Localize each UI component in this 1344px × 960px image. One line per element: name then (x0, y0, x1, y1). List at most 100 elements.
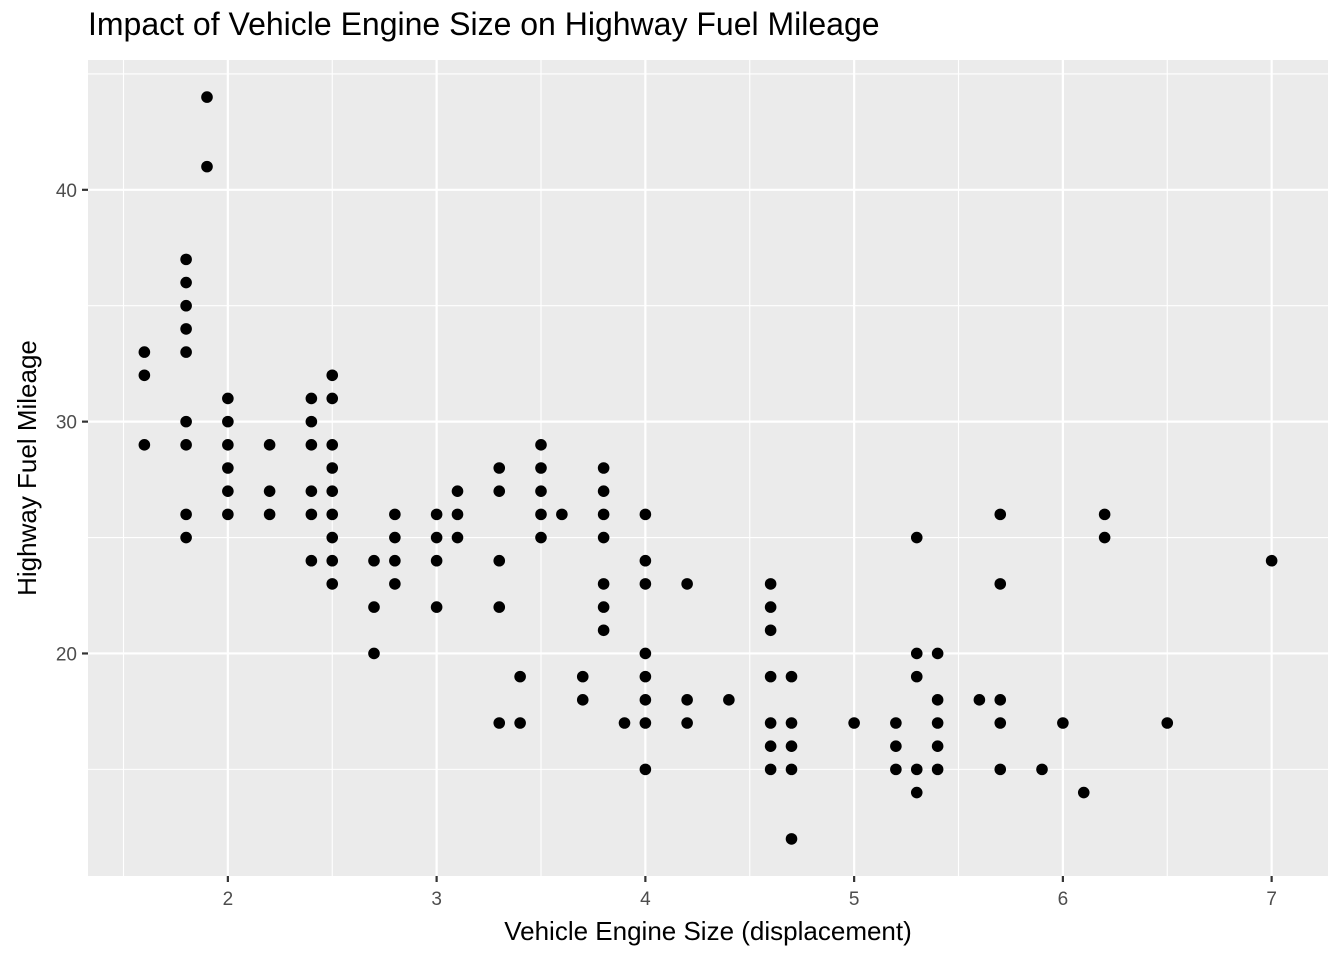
data-point (1161, 717, 1174, 729)
data-point (326, 369, 339, 382)
data-point (493, 717, 506, 729)
data-point (910, 670, 923, 683)
x-axis-label: Vehicle Engine Size (displacement) (504, 916, 912, 946)
data-point (681, 717, 693, 729)
data-point (764, 601, 777, 613)
data-point (931, 647, 944, 660)
data-point (973, 694, 986, 706)
data-point (222, 485, 234, 497)
data-point (326, 485, 339, 497)
data-point (305, 554, 318, 567)
data-point (180, 508, 192, 521)
data-point (597, 485, 610, 497)
data-point (326, 439, 339, 451)
data-point (326, 462, 339, 474)
data-point (931, 740, 944, 752)
data-point (263, 485, 276, 497)
data-point (514, 670, 526, 683)
data-point (1098, 531, 1111, 544)
data-point (305, 508, 318, 521)
data-point (576, 694, 589, 706)
data-point (451, 508, 464, 521)
data-point (785, 740, 798, 752)
data-point (305, 439, 318, 451)
data-point (180, 323, 192, 335)
data-point (451, 485, 464, 497)
data-point (597, 624, 610, 637)
data-point (785, 833, 798, 845)
data-point (556, 508, 568, 521)
data-point (326, 392, 339, 405)
data-point (910, 531, 923, 544)
y-tick-label: 40 (56, 181, 77, 202)
data-point (535, 439, 547, 451)
data-point (931, 763, 944, 776)
data-point (764, 740, 777, 752)
data-point (138, 346, 151, 358)
data-point (890, 717, 902, 729)
data-point (263, 508, 276, 521)
data-point (389, 531, 401, 544)
data-point (368, 601, 380, 613)
data-point (305, 485, 318, 497)
data-point (764, 717, 777, 729)
data-point (493, 601, 506, 613)
data-point (618, 717, 631, 729)
data-point (326, 508, 339, 521)
data-point (222, 439, 234, 451)
data-point (535, 462, 547, 474)
data-point (1077, 786, 1090, 799)
data-point (326, 554, 339, 567)
data-point (430, 508, 443, 521)
data-point (430, 531, 443, 544)
data-point (681, 578, 693, 590)
data-point (639, 670, 652, 683)
data-point (1098, 508, 1111, 521)
data-point (222, 508, 234, 521)
data-point (994, 763, 1007, 776)
data-point (201, 91, 213, 103)
data-point (931, 694, 944, 706)
data-point (180, 299, 192, 312)
chart-title: Impact of Vehicle Engine Size on Highway… (88, 6, 880, 42)
data-point (493, 554, 506, 567)
data-point (723, 694, 735, 706)
data-point (430, 554, 443, 567)
x-tick-label: 2 (223, 889, 234, 910)
data-point (890, 763, 902, 776)
data-point (785, 763, 798, 776)
data-point (305, 392, 318, 405)
data-point (681, 694, 693, 706)
data-point (764, 670, 777, 683)
data-point (910, 786, 923, 799)
data-point (451, 531, 464, 544)
data-point (994, 717, 1007, 729)
data-point (639, 578, 652, 590)
x-tick-label: 6 (1058, 889, 1069, 910)
data-point (764, 763, 777, 776)
data-point (222, 392, 234, 405)
data-point (138, 439, 151, 451)
data-point (994, 508, 1007, 521)
data-point (639, 647, 652, 660)
data-point (535, 485, 547, 497)
data-point (994, 578, 1007, 590)
data-point (222, 462, 234, 474)
data-point (430, 601, 443, 613)
data-point (305, 415, 318, 428)
x-tick-label: 7 (1266, 889, 1277, 910)
data-point (326, 578, 339, 590)
data-point (597, 508, 610, 521)
data-point (785, 717, 798, 729)
data-point (1036, 763, 1048, 776)
data-point (201, 160, 213, 173)
y-axis-label: Highway Fuel Mileage (12, 340, 42, 596)
data-point (597, 531, 610, 544)
data-point (535, 531, 547, 544)
data-point (639, 694, 652, 706)
data-point (493, 485, 506, 497)
data-point (493, 462, 506, 474)
data-point (639, 763, 652, 776)
data-point (764, 624, 777, 637)
